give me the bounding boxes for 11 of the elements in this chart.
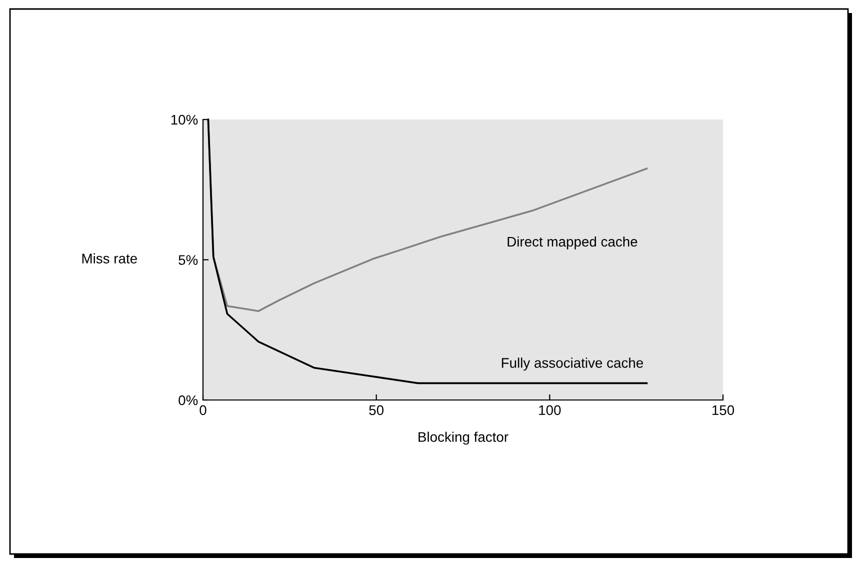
x-tick-label: 50: [369, 405, 384, 416]
y-tick-label: 10%: [171, 114, 198, 125]
x-tick-label: 100: [539, 405, 561, 416]
y-tick-label: 5%: [178, 255, 198, 265]
x-axis-title: Blocking factor: [418, 432, 508, 445]
series-label: Direct mapped cache: [508, 236, 638, 250]
y-tick-label: 0%: [178, 395, 198, 406]
x-tick-label: 150: [712, 405, 734, 416]
x-tick-label: 0: [200, 405, 206, 416]
series-label: Fully associative cache: [502, 358, 643, 371]
y-axis-title: Miss rate: [82, 253, 137, 264]
